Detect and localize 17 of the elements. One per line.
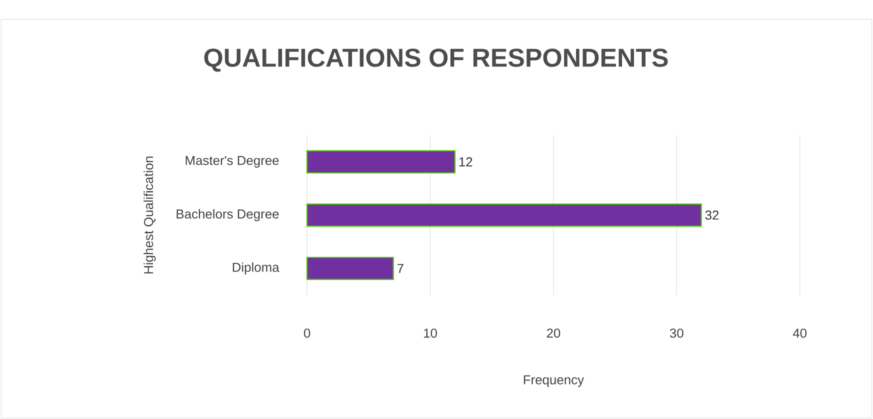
y-tick-label: Bachelors Degree [176,208,279,222]
x-tick-label: 20 [546,328,560,338]
bar [306,256,394,280]
data-label: 7 [397,264,404,273]
bar [306,203,702,227]
data-label: 12 [459,157,472,166]
x-tick-label: 10 [424,328,437,338]
data-label: 32 [705,210,719,220]
x-tick-label: 30 [670,328,684,338]
bar [306,150,456,174]
y-tick-label: Master's Degree [186,156,279,168]
chart-title: QUALIFICATIONS OF RESPONDENTS [204,48,668,72]
x-tick-label: 0 [304,328,310,338]
y-axis-title: Highest Qualification [144,156,156,274]
x-tick-label: 40 [792,328,807,338]
x-axis-title: Frequency [524,375,584,387]
y-tick-label: Diploma [232,262,280,274]
